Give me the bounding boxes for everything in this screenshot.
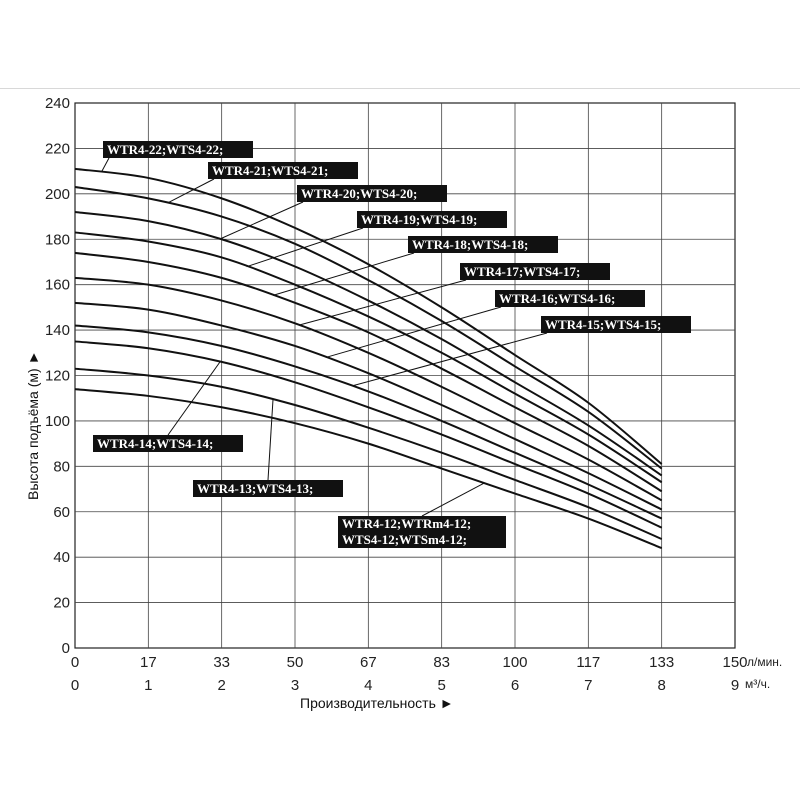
curve-label-box [338, 532, 506, 548]
x-tick-label-primary: 50 [287, 654, 304, 671]
curve-label-box [460, 263, 610, 280]
x-tick-label-primary: 33 [213, 654, 230, 671]
label-leader [100, 157, 110, 173]
x-axis-title: Производительность ► [300, 695, 454, 711]
y-axis-title: Высота подъёма (м) ► [25, 351, 41, 500]
x-tick-label-primary: 67 [360, 654, 377, 671]
series-line [74, 167, 663, 465]
x-tick-label-secondary: 5 [437, 677, 445, 694]
x-tick-label-secondary: 2 [217, 677, 225, 694]
curve-label-box [541, 316, 691, 333]
y-tick-label: 80 [53, 458, 70, 475]
curve-label-box [338, 516, 506, 532]
curve-label-box [193, 480, 343, 497]
x-tick-label-secondary: 1 [144, 677, 152, 694]
x-tick-label-primary: 83 [433, 654, 450, 671]
curve-label-box [495, 290, 645, 307]
series-line [74, 388, 663, 550]
curve-labels: WTR4-12;WTRm4-12;WTS4-12;WTSm4-12; WTR4-1… [93, 141, 691, 548]
x-tick-label-secondary: 4 [364, 677, 372, 694]
curve-label: WTR4-19;WTS4-19; [361, 212, 477, 227]
curve-label-box [103, 141, 253, 158]
x-tick-label-secondary: 7 [584, 677, 592, 694]
y-tick-label: 200 [45, 186, 70, 203]
x-tick-label-secondary: 8 [657, 677, 665, 694]
x-tick-label-primary: 117 [576, 654, 600, 671]
label-leader [167, 361, 221, 436]
y-tick-label: 100 [45, 413, 70, 430]
curve-label-box [208, 162, 358, 179]
y-tick-label: 160 [45, 277, 70, 294]
label-leader [421, 482, 485, 517]
label-leader [267, 399, 274, 481]
label-leader [325, 306, 502, 358]
x-tick-label-secondary: 9 [731, 677, 739, 694]
y-tick-label: 220 [45, 140, 70, 157]
curve-label-box [297, 185, 447, 202]
label-leader [219, 201, 304, 240]
x-tick-label-primary: 0 [71, 654, 79, 671]
y-tick-label: 120 [45, 368, 70, 385]
y-tick-label: 60 [53, 504, 70, 521]
label-leader [167, 178, 215, 204]
x-tick-label-secondary: 3 [291, 677, 299, 694]
curve-label: WTR4-15;WTS4-15; [545, 317, 661, 332]
series-line [74, 231, 663, 484]
x-tick-label-primary: 100 [502, 654, 527, 671]
x-unit-secondary: м³/ч. [745, 677, 770, 691]
curve-label: WTR4-20;WTS4-20; [301, 186, 417, 201]
x-tick-label-secondary: 0 [71, 677, 79, 694]
series-line [74, 324, 663, 520]
x-tick-label-primary: 17 [140, 654, 157, 671]
curve-label: WTR4-13;WTS4-13; [197, 481, 313, 496]
curve-label: WTR4-12;WTRm4-12; [342, 516, 471, 531]
curve-label-box [408, 236, 558, 253]
series-line [74, 367, 663, 540]
y-tick-label: 40 [53, 549, 70, 566]
curve-label: WTR4-18;WTS4-18; [412, 237, 528, 252]
curve-label: WTR4-17;WTS4-17; [464, 264, 580, 279]
curve-label-box [357, 211, 507, 228]
label-leader [272, 252, 415, 296]
curve-label: WTR4-21;WTS4-21; [212, 163, 328, 178]
label-leader [246, 227, 364, 268]
x-tick-label-primary: 133 [649, 654, 674, 671]
label-leaders [100, 157, 548, 517]
curve-label: WTR4-22;WTS4-22; [107, 142, 223, 157]
x-tick-label-secondary: 6 [511, 677, 519, 694]
x-tick-label-primary: 150 [722, 654, 747, 671]
x-unit-primary: л/мин. [747, 655, 782, 669]
curve-label: WTR4-16;WTS4-16; [499, 291, 615, 306]
y-tick-label: 0 [62, 640, 70, 657]
curves [74, 167, 663, 550]
series-line [74, 276, 663, 502]
series-line [74, 340, 663, 529]
label-leader [299, 279, 467, 326]
top-divider [0, 88, 800, 89]
curve-label: WTS4-12;WTSm4-12; [342, 532, 467, 547]
series-line [74, 251, 663, 493]
series-line [74, 186, 663, 470]
y-tick-label: 180 [45, 231, 70, 248]
label-leader [352, 332, 548, 387]
y-tick-label: 240 [45, 95, 70, 112]
y-tick-label: 140 [45, 322, 70, 339]
series-line [74, 301, 663, 511]
curve-label-box [93, 435, 243, 452]
curve-label: WTR4-14;WTS4-14; [97, 436, 213, 451]
y-tick-label: 20 [53, 595, 70, 612]
